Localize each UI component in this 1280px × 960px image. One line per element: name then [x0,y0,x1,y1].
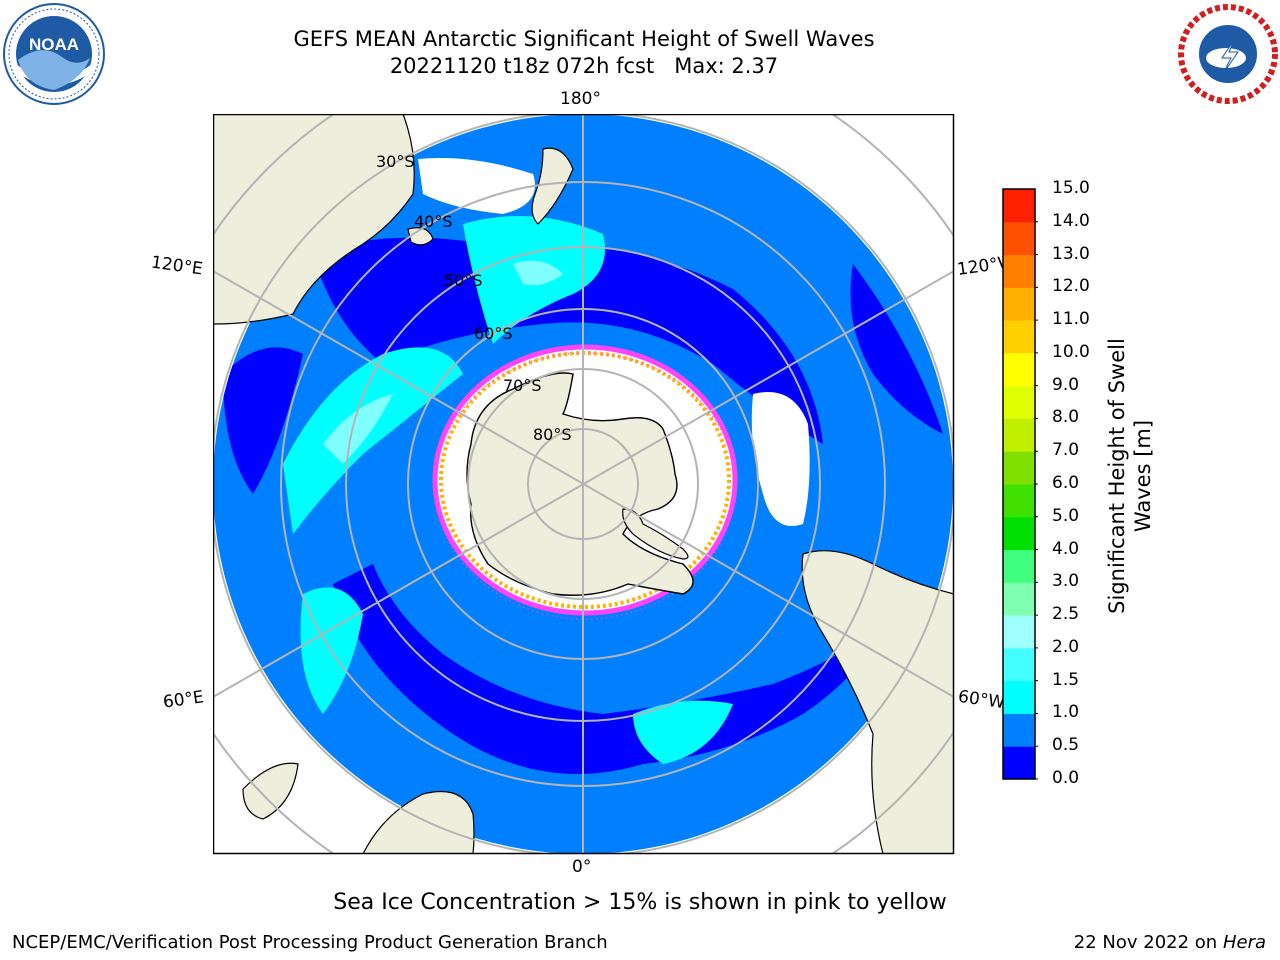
noaa-logo: NOAA [3,3,105,105]
colorbar-segment [1003,189,1035,223]
colorbar-segment [1003,680,1035,714]
colorbar-segment [1003,451,1035,485]
colorbar-tick-label: 0.0 [1052,768,1080,788]
swell-band-1-1.5 [283,347,463,534]
colorbar-segment [1003,287,1035,321]
sea-ice-note: Sea Ice Concentration > 15% is shown in … [333,890,947,915]
swell-band-0-0.5-west [223,347,303,494]
footer-credit: NCEP/EMC/Verification Post Processing Pr… [12,932,608,953]
colorbar-tick-label: 13.0 [1052,243,1090,264]
colorbar-segment [1003,746,1035,780]
colorbar-tick-label: 7.0 [1052,440,1080,461]
lon-label-0: 0° [572,857,592,877]
swell-band-1.5-2-north [513,260,563,286]
land-south-america [801,550,954,854]
no-data-area-north [418,158,535,214]
noaa-logo-text: NOAA [29,35,79,54]
lon-label-60e: 60°E [161,687,206,713]
colorbar-tick-label: 2.5 [1052,604,1080,625]
colorbar-segment [1003,484,1035,518]
colorbar-tick-label: 8.0 [1052,407,1080,428]
land-new-zealand [531,147,574,225]
lon-label-60w: 60°W [956,686,1007,714]
nws-logo [1178,4,1278,104]
colorbar-label: Significant Height of Swell Waves [m] [1105,338,1155,614]
colorbar-tick-label: 1.5 [1052,669,1080,690]
colorbar-tick-label: 4.0 [1052,538,1080,559]
land-africa [362,790,475,854]
land-australia [213,114,415,325]
no-data-area [751,392,810,526]
footer-date: 22 Nov 2022 on Hera [1074,932,1266,953]
lat-label-70s: 70°S [503,376,542,395]
footer-host: Hera [1222,932,1266,953]
colorbar-segment [1003,516,1035,551]
colorbar-segment [1003,582,1035,616]
colorbar-tick-label: 10.0 [1052,341,1090,362]
colorbar-segment [1003,352,1035,387]
colorbar-segment [1003,713,1035,747]
graticule [213,114,954,854]
lat-label-30s: 30°S [376,152,415,171]
colorbar-segment [1003,221,1035,256]
colorbar-segment [1003,254,1035,288]
land-antarctic-peninsula [622,508,689,560]
colorbar-tick-label: 12.0 [1052,276,1090,297]
chart-title: GEFS MEAN Antarctic Significant Height o… [293,27,875,51]
colorbar-tick-label: 0.5 [1052,735,1080,756]
colorbar-tick-label: 11.0 [1052,309,1090,330]
land-madagascar [242,762,299,820]
colorbar-tick-label: 3.0 [1052,571,1080,592]
colorbar-tick-label: 14.0 [1052,210,1090,231]
colorbar-tick-label: 2.0 [1052,636,1080,657]
polar-map [213,114,955,855]
lat-label-50s: 50°S [444,271,483,290]
swell-band-0-0.5-east [850,264,943,434]
swell-band-1-1.5-se [633,700,733,764]
colorbar-tick-label: 15.0 [1052,178,1090,198]
colorbar-segment [1003,647,1035,682]
lat-label-40s: 40°S [414,212,453,231]
swell-band-0-0.5 [313,237,823,444]
colorbar-segment [1003,615,1035,649]
lat-label-60s: 60°S [474,324,513,343]
colorbar-segment [1003,549,1035,583]
colorbar-segment [1003,418,1035,452]
lon-label-180: 180° [560,89,601,109]
lat-label-80s: 80°S [533,425,572,444]
colorbar-tick-label: 9.0 [1052,374,1080,395]
sea-ice-edge-yellow [439,351,731,609]
colorbar-tick-label: 1.0 [1052,702,1080,723]
swell-band-1.5-2 [323,394,393,464]
colorbar-segment [1003,320,1035,354]
chart-subtitle: 20221120 t18z 072h fcst Max: 2.37 [389,54,779,78]
colorbar-tick-label: 6.0 [1052,473,1080,493]
footer-date-text: 22 Nov 2022 on [1073,932,1218,953]
swell-band-0-0.5-south [333,564,893,774]
colorbar-tick-label: 5.0 [1052,505,1080,526]
colorbar-segment [1003,385,1035,419]
lon-label-120e: 120°E [149,252,204,280]
colorbar [1002,188,1038,780]
land-tasmania [407,227,434,246]
